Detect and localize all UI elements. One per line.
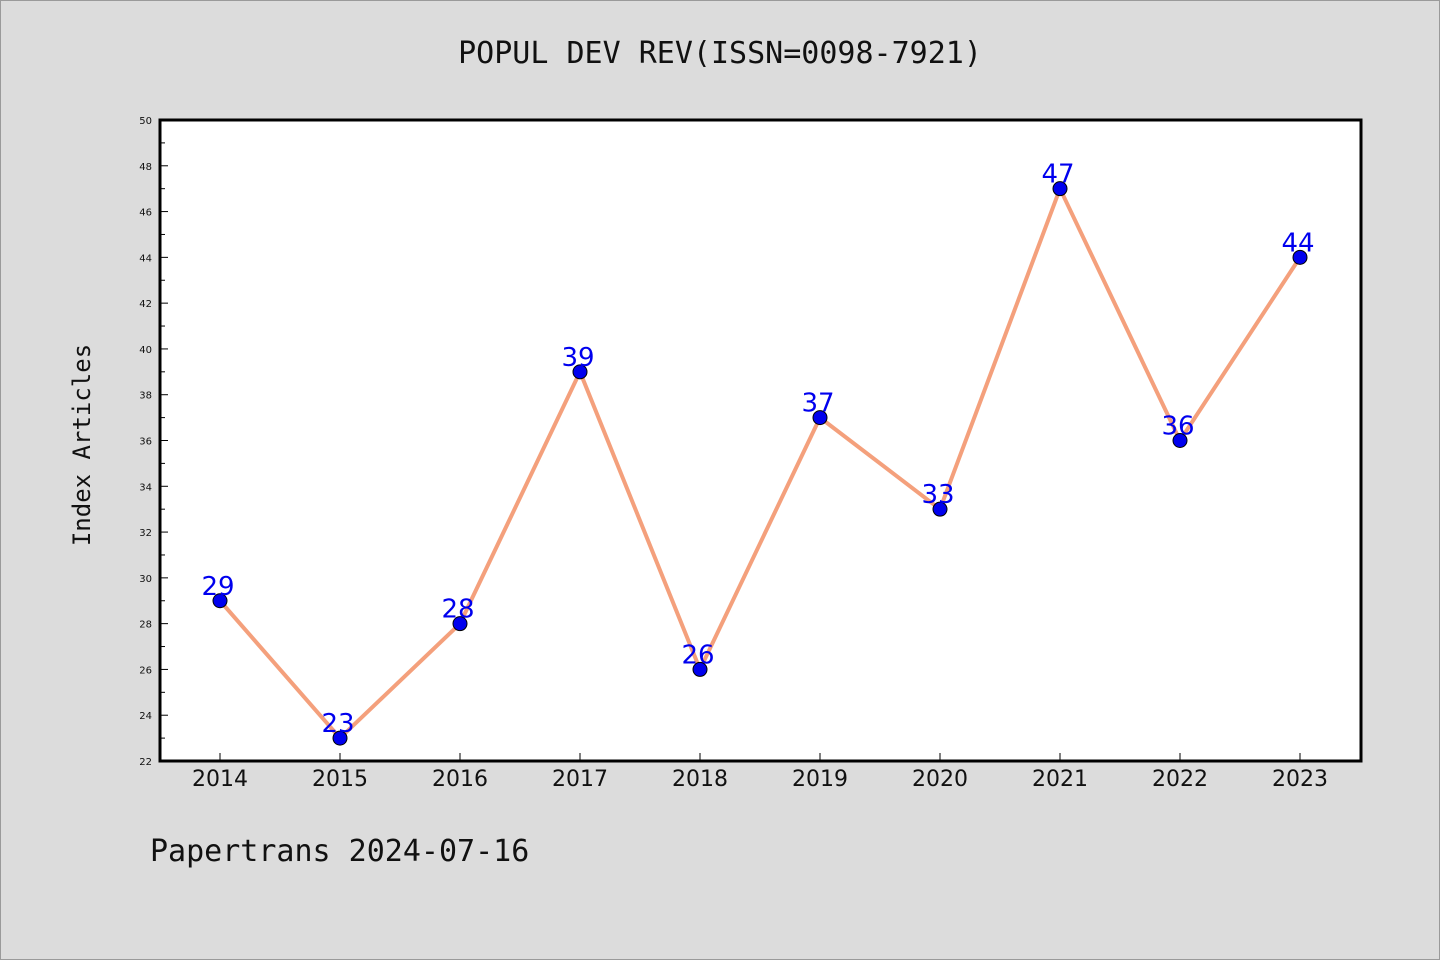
data-point (1052, 181, 1068, 197)
y-tick-label: 32 (139, 528, 152, 539)
y-tick-label: 28 (139, 620, 152, 631)
data-labels-group: 29 23 28 39 26 37 33 47 36 44 (201, 160, 1314, 739)
y-tick-label: 34 (139, 482, 152, 493)
data-label: 44 (1281, 228, 1314, 258)
data-point (1172, 433, 1188, 448)
data-point (812, 410, 828, 426)
x-tick-label: 2018 (672, 767, 728, 792)
plot-area (160, 120, 1361, 761)
x-tick-label: 2021 (1032, 767, 1088, 792)
footer-note: Papertrans 2024-07-16 (150, 834, 530, 869)
data-label: 36 (1161, 412, 1194, 442)
series-line (218, 186, 1302, 741)
y-tick-label: 30 (139, 574, 152, 585)
y-tick-label: 26 (139, 665, 152, 676)
series-group (212, 181, 1308, 746)
data-point (1292, 249, 1308, 265)
x-tick-label: 2017 (552, 767, 608, 792)
data-label: 47 (1041, 160, 1074, 190)
data-point (572, 364, 588, 380)
data-point (332, 730, 348, 746)
y-tick-label: 48 (139, 162, 152, 173)
x-tick-label: 2020 (912, 767, 968, 792)
data-point (932, 501, 948, 517)
data-point (692, 661, 708, 677)
plot-border (158, 118, 1363, 763)
data-label: 23 (321, 709, 354, 739)
data-label: 37 (801, 389, 834, 419)
y-tick-label: 22 (139, 757, 152, 768)
data-label: 33 (921, 480, 954, 510)
data-label: 29 (201, 572, 234, 602)
x-tick-label: 2015 (312, 767, 368, 792)
y-tick-label: 24 (139, 711, 152, 722)
y-tick-label: 42 (139, 299, 152, 310)
y-tick-label: 50 (139, 116, 152, 127)
data-point (212, 593, 228, 609)
data-label: 39 (561, 343, 594, 373)
data-point (452, 616, 468, 632)
y-tick-label: 44 (139, 253, 152, 264)
data-label: 28 (441, 595, 474, 625)
x-axis-ticks: 2014 2015 2016 2017 2018 2019 2020 2021 2022 2023 (192, 753, 1328, 792)
x-tick-label: 2014 (192, 767, 248, 792)
x-tick-label: 2022 (1152, 767, 1208, 792)
y-tick-label: 38 (139, 391, 152, 402)
x-tick-label: 2016 (432, 767, 488, 792)
y-tick-label: 36 (139, 437, 152, 448)
y-tick-label: 40 (139, 345, 152, 356)
data-label: 26 (681, 640, 714, 670)
x-tick-label: 2023 (1272, 767, 1328, 792)
y-tick-label: 46 (139, 208, 152, 219)
chart-title: POPUL DEV REV(ISSN=0098-7921) (458, 36, 982, 71)
x-tick-label: 2019 (792, 767, 848, 792)
y-axis-label: Index Articles (68, 344, 96, 546)
